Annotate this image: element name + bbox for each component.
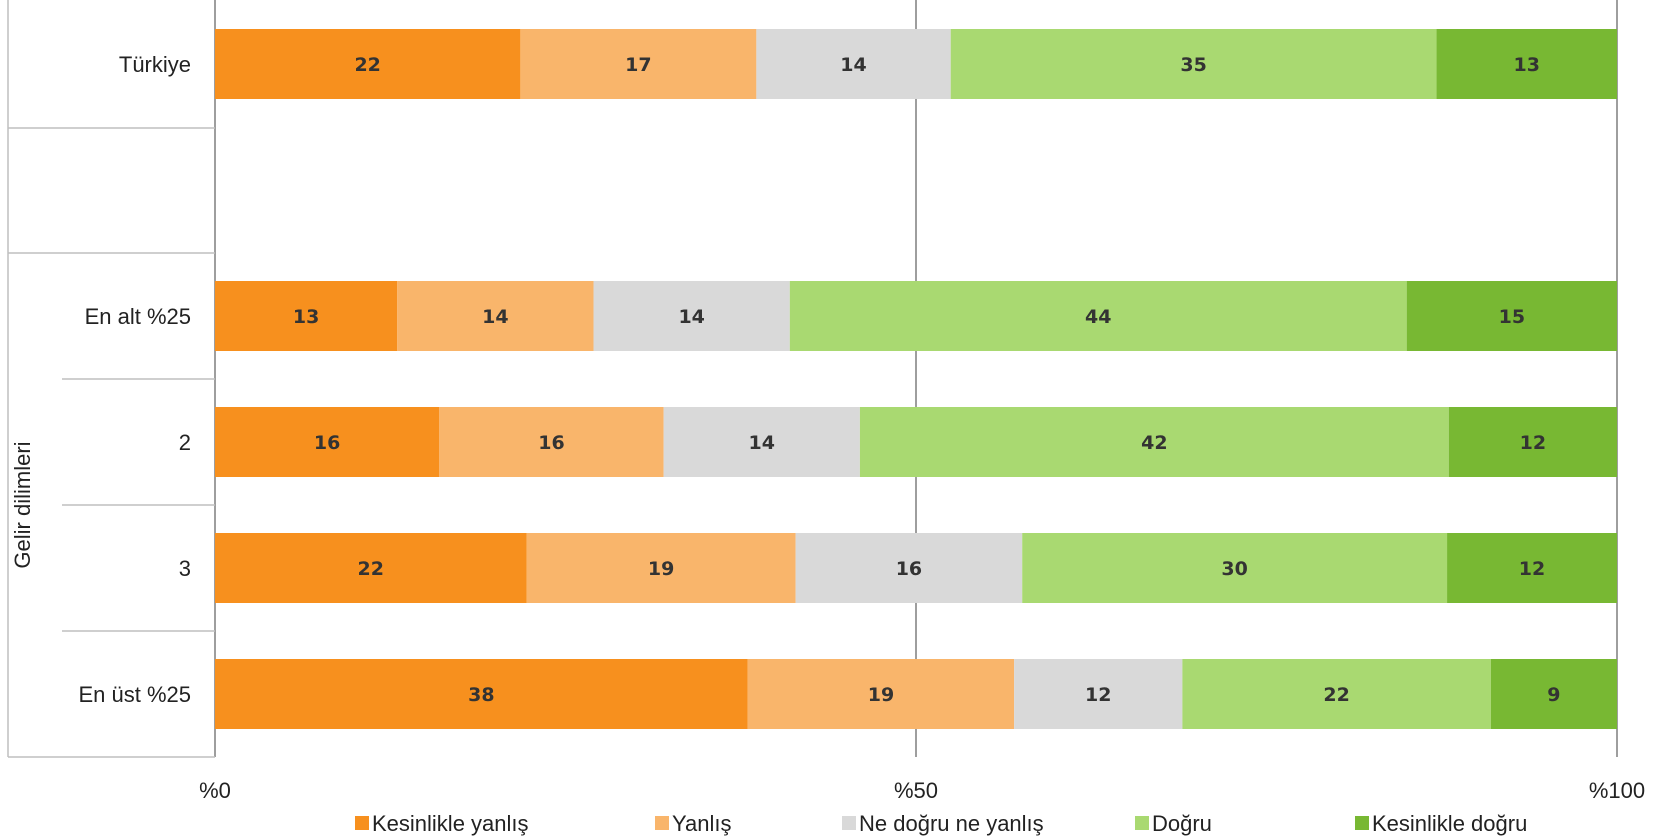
data-label-2-2: 14: [749, 432, 775, 454]
bar-3-0: [215, 533, 527, 603]
bar-0-4: [1436, 29, 1617, 99]
legend-label-4: Kesinlikle doğru: [1372, 811, 1527, 836]
data-label-1-1: 14: [482, 306, 508, 328]
data-label-0-2: 14: [840, 54, 866, 76]
category-label-2: 2: [179, 430, 191, 455]
category-label-0: Türkiye: [119, 52, 191, 77]
legend-swatch-4: [1355, 816, 1369, 830]
bar-3-4: [1447, 533, 1617, 603]
legend-label-1: Yanlış: [672, 811, 732, 836]
data-label-2-1: 16: [538, 432, 564, 454]
data-label-4-1: 19: [868, 684, 894, 706]
data-label-1-2: 14: [678, 306, 704, 328]
legend-label-2: Ne doğru ne yanlış: [859, 811, 1044, 836]
data-label-0-3: 35: [1180, 54, 1206, 76]
bar-2-2: [663, 407, 860, 477]
bar-3-2: [795, 533, 1023, 603]
bar-4-2: [1014, 659, 1183, 729]
legend-swatch-2: [842, 816, 856, 830]
legend-swatch-0: [355, 816, 369, 830]
bar-2-1: [439, 407, 664, 477]
bar-2-4: [1448, 407, 1617, 477]
bar-1-3: [789, 281, 1407, 351]
data-label-2-4: 12: [1520, 432, 1546, 454]
x-tick-label-1: %50: [894, 778, 938, 803]
legend-swatch-3: [1135, 816, 1149, 830]
x-tick-label-0: %0: [199, 778, 231, 803]
data-label-0-1: 17: [625, 54, 651, 76]
bar-0-3: [950, 29, 1437, 99]
legend: Kesinlikle yanlış Yanlış Ne doğru ne yanlı…: [355, 811, 1527, 836]
data-label-4-2: 12: [1085, 684, 1111, 706]
data-label-4-0: 38: [468, 684, 494, 706]
legend-label-0: Kesinlikle yanlış: [372, 811, 529, 836]
bar-2-3: [859, 407, 1449, 477]
data-label-2-3: 42: [1141, 432, 1167, 454]
data-label-4-3: 22: [1323, 684, 1349, 706]
data-label-3-0: 22: [358, 558, 384, 580]
data-label-0-0: 22: [354, 54, 380, 76]
data-label-1-0: 13: [293, 306, 319, 328]
bar-1-2: [593, 281, 790, 351]
category-axis-frame: [7, 0, 215, 758]
category-label-1: En alt %25: [85, 304, 191, 329]
data-label-4-4: 9: [1547, 684, 1560, 706]
bars: [215, 29, 1617, 729]
data-labels: 22 17 14 35 13 13 14 14 44 15 16 16 14 42 12 22 19 16 30 12…: [293, 54, 1561, 706]
bar-3-1: [526, 533, 796, 603]
bar-4-0: [215, 659, 748, 729]
gridlines: [214, 0, 1618, 757]
x-tick-labels: %0 %50 %100: [199, 778, 1645, 803]
bar-0-1: [520, 29, 757, 99]
bar-0-0: [215, 29, 521, 99]
category-labels: Türkiye En alt %25 2 3 En üst %25: [78, 52, 191, 707]
data-label-1-4: 15: [1499, 306, 1525, 328]
bar-0-2: [756, 29, 951, 99]
data-label-2-0: 16: [314, 432, 340, 454]
legend-swatch-1: [655, 816, 669, 830]
bar-4-1: [747, 659, 1015, 729]
bar-4-4: [1490, 659, 1617, 729]
data-label-3-2: 16: [896, 558, 922, 580]
data-label-3-4: 12: [1519, 558, 1545, 580]
bar-1-1: [397, 281, 594, 351]
category-label-3: 3: [179, 556, 191, 581]
data-label-3-1: 19: [648, 558, 674, 580]
x-tick-label-2: %100: [1589, 778, 1645, 803]
group-label: Gelir dilimleri: [10, 441, 35, 568]
bar-4-3: [1182, 659, 1491, 729]
category-label-4: En üst %25: [78, 682, 191, 707]
data-label-0-4: 13: [1514, 54, 1540, 76]
bar-3-3: [1022, 533, 1448, 603]
bar-2-0: [215, 407, 440, 477]
bar-1-4: [1406, 281, 1617, 351]
bar-1-0: [215, 281, 398, 351]
data-label-3-3: 30: [1221, 558, 1247, 580]
data-label-1-3: 44: [1085, 306, 1111, 328]
legend-label-3: Doğru: [1152, 811, 1212, 836]
